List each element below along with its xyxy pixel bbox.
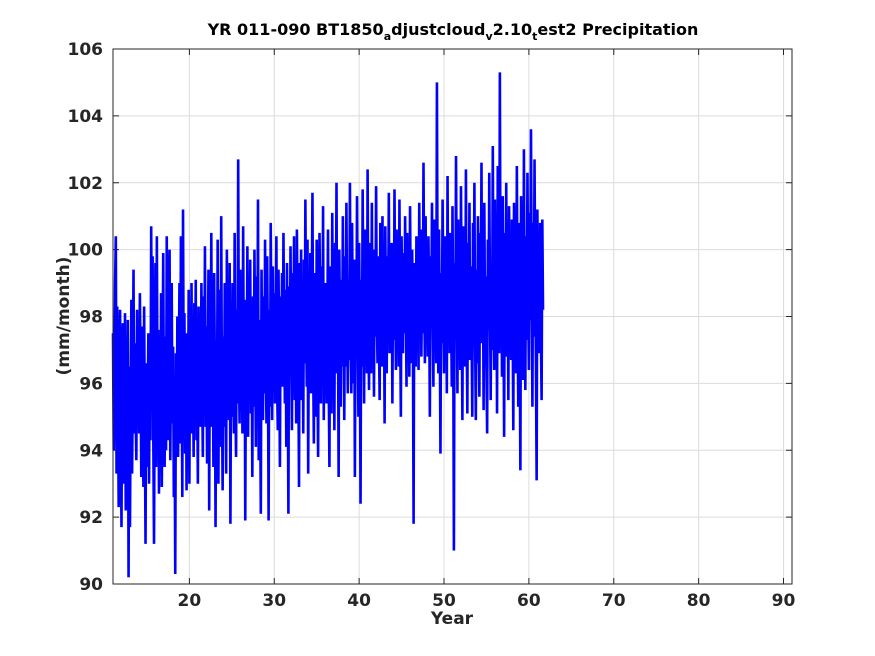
x-tick-labels: 20 30 40 50 60 70 80 90 — [178, 591, 796, 611]
y-tick-labels: 90 92 94 96 98 100 102 104 106 — [68, 40, 104, 595]
x-tick-label: 40 — [347, 591, 371, 611]
x-tick-label: 90 — [772, 591, 796, 611]
y-tick-label: 102 — [68, 174, 104, 194]
y-tick-label: 106 — [68, 40, 104, 60]
x-tick-label: 50 — [432, 591, 456, 611]
x-axis-label: Year — [430, 609, 474, 629]
y-axis-label: (mm/month) — [54, 257, 74, 376]
plot-frame — [112, 48, 793, 585]
x-tick-label: 70 — [602, 591, 626, 611]
y-tick-label: 98 — [79, 308, 103, 328]
y-tick-label: 96 — [79, 374, 103, 394]
y-tick-label: 90 — [79, 575, 103, 595]
y-tick-label: 100 — [68, 241, 104, 261]
y-tick-label: 104 — [68, 107, 104, 127]
precipitation-series-line — [111, 72, 545, 578]
y-tick-label: 94 — [79, 441, 103, 461]
chart-title: YR 011-090 BT1850adjustcloudv2.10test2 P… — [207, 20, 699, 43]
x-tick-label: 60 — [517, 591, 541, 611]
x-tick-label: 30 — [262, 591, 286, 611]
x-tick-label: 80 — [687, 591, 711, 611]
x-tick-label: 20 — [178, 591, 202, 611]
y-tick-label: 92 — [79, 508, 103, 528]
